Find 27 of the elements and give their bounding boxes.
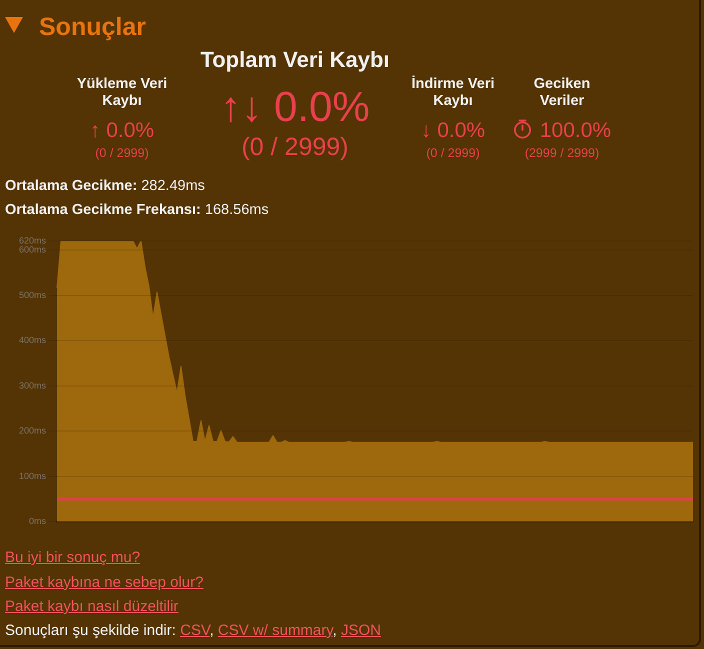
- text: Paket kaybına ne sebep olur?: [5, 574, 204, 590]
- text: Yükleme Veri Kaybı: [76, 76, 168, 110]
- y-tick-label: 620ms: [18, 235, 46, 246]
- text: Bu iyi bir sonuç mu?: [5, 549, 140, 566]
- text: (0 / 2999): [426, 146, 480, 160]
- y-tick-label: 600ms: [18, 244, 46, 255]
- y-tick-label: 0ms: [28, 516, 46, 526]
- text: ↓ 0.0%: [420, 119, 486, 144]
- text: Geciken Veriler: [532, 76, 592, 110]
- text: Ortalama Gecikme: 282.49ms: [5, 177, 205, 195]
- text: İndirme Veri Kaybı: [410, 76, 496, 110]
- text: ↑↓ 0.0%: [219, 83, 371, 132]
- text: Paket kaybı nasıl düzeltilir: [5, 598, 178, 615]
- text: 100.0%: [540, 119, 612, 142]
- text: ↑ 0.0%: [88, 119, 156, 144]
- y-tick-label: 100ms: [18, 470, 46, 481]
- text: Ortalama Gecikme Frekansı: 168.56ms: [5, 201, 269, 219]
- y-tick-label: 200ms: [18, 426, 46, 436]
- chart-title: Sonuçlar: [39, 12, 146, 42]
- text: Sonuçları şu şekilde indir: CSV, CSV w/ summary, JSON: [5, 622, 382, 639]
- text: Toplam Veri Kaybı: [199, 47, 391, 73]
- y-tick-label: 400ms: [18, 335, 46, 346]
- text: (2999 / 2999): [524, 146, 600, 160]
- y-tick-label: 300ms: [18, 380, 46, 390]
- text: (0 / 2999): [94, 146, 150, 160]
- text: (0 / 2999): [240, 133, 350, 162]
- y-tick-label: 500ms: [18, 290, 46, 300]
